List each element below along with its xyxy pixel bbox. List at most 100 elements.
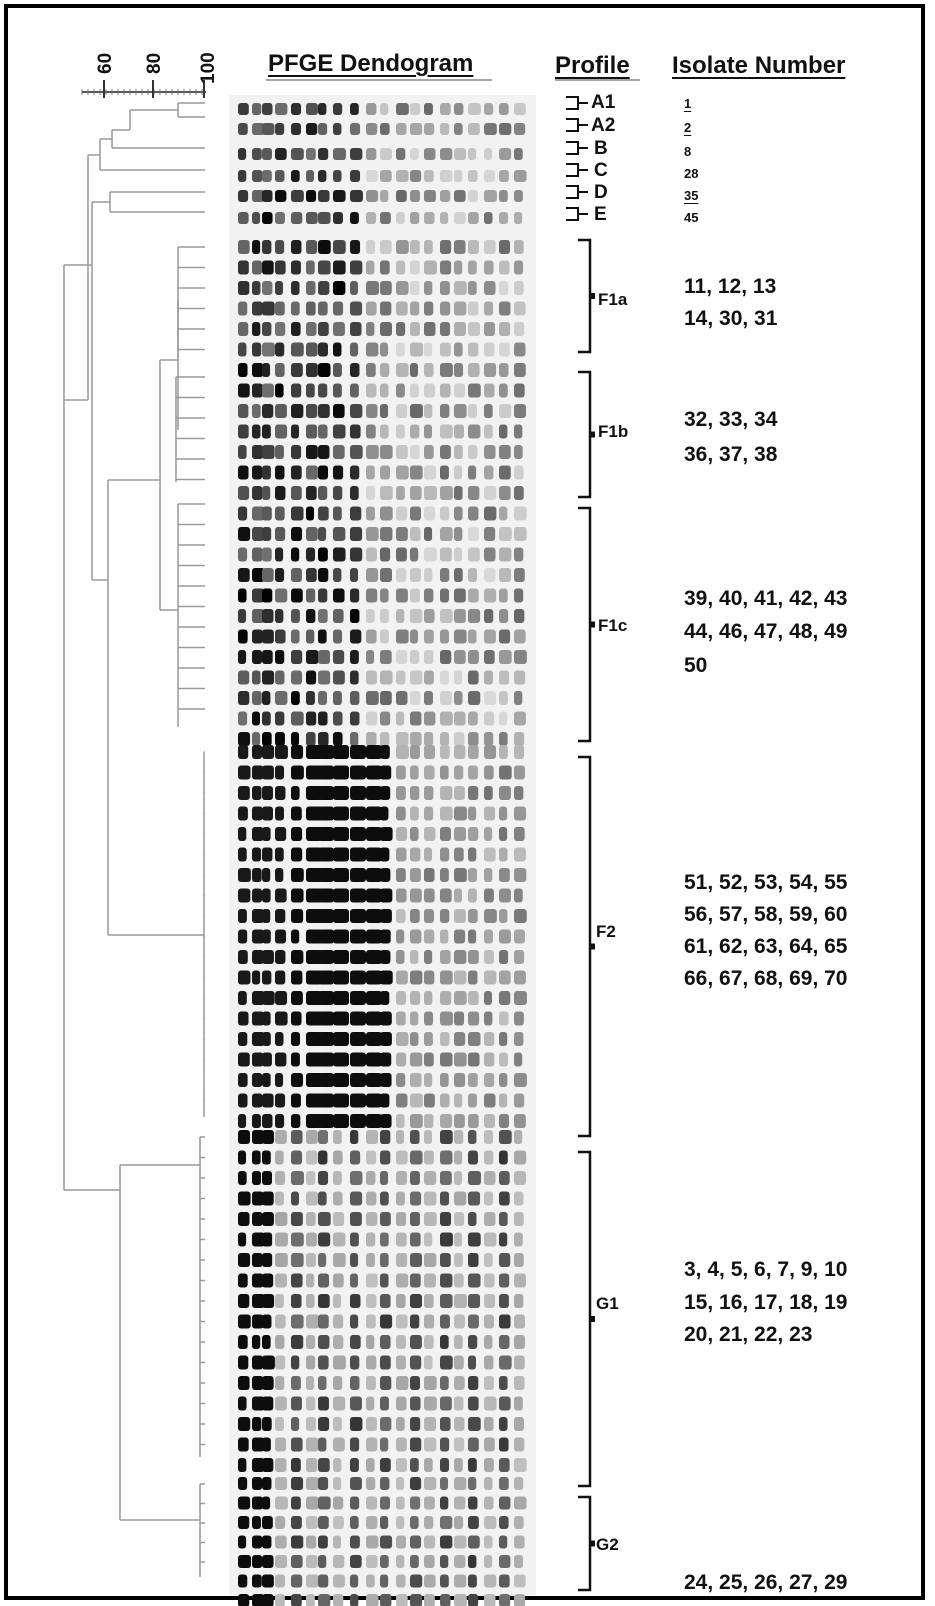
gel-band <box>424 1032 433 1046</box>
gel-band <box>440 260 452 275</box>
gel-band <box>380 629 389 644</box>
gel-band <box>410 1114 423 1128</box>
gel-band <box>318 1437 327 1452</box>
gel-band <box>396 732 409 746</box>
gel-band <box>238 123 248 135</box>
gel-band <box>275 1253 288 1267</box>
gel-band <box>380 588 389 603</box>
gel-band <box>499 240 511 254</box>
gel-band <box>291 1011 302 1026</box>
gel-band <box>468 1458 477 1472</box>
gel-band <box>454 363 464 377</box>
gel-band <box>291 745 304 759</box>
gel-band <box>499 1437 509 1452</box>
gel-band <box>238 1574 248 1588</box>
gel-band <box>499 650 512 664</box>
gel-band <box>410 1011 419 1026</box>
gel-band <box>262 568 274 582</box>
gel-band <box>514 691 523 705</box>
gel-band <box>318 827 334 841</box>
gel-band <box>252 260 262 275</box>
gel-band <box>275 1417 284 1431</box>
gel-band <box>484 1032 495 1046</box>
gel-band <box>484 991 493 1005</box>
gel-band <box>454 1032 466 1046</box>
gel-band <box>238 1294 250 1308</box>
gel-band <box>291 527 303 541</box>
gel-band <box>238 1477 248 1490</box>
gel-band <box>396 1496 405 1510</box>
gel-band <box>499 1496 511 1510</box>
gel-band <box>252 786 262 800</box>
gel-band <box>306 1516 318 1529</box>
gel-band <box>252 1191 264 1206</box>
gel-band <box>380 1130 391 1144</box>
gel-band <box>440 445 451 459</box>
gel-band <box>238 527 251 541</box>
gel-band <box>499 404 512 418</box>
gel-band <box>396 465 409 480</box>
gel-band <box>275 691 288 705</box>
group-label-f1c: F1c <box>598 616 628 635</box>
gel-band <box>350 1477 362 1490</box>
gel-band <box>499 970 511 985</box>
gel-band <box>262 424 271 439</box>
gel-band <box>396 1130 405 1144</box>
gel-band <box>468 1253 479 1267</box>
gel-band <box>318 486 328 500</box>
gel-band <box>499 786 511 800</box>
profile-label-b: B <box>594 138 608 159</box>
gel-band <box>252 1273 264 1288</box>
gel-band <box>499 1011 509 1026</box>
gel-band <box>366 383 377 398</box>
gel-band <box>468 322 480 336</box>
gel-band <box>440 1458 450 1472</box>
gel-band <box>514 1073 527 1087</box>
gel-band <box>499 281 509 295</box>
gel-band <box>396 1335 406 1349</box>
gel-band <box>238 363 248 377</box>
gel-band <box>514 670 526 685</box>
gel-band <box>396 1376 409 1390</box>
gel-band <box>484 1574 497 1588</box>
gel-band <box>424 1114 434 1128</box>
gel-band <box>306 691 315 705</box>
gel-band <box>410 1073 422 1087</box>
gel-band <box>350 1496 360 1510</box>
gel-band <box>262 868 271 882</box>
gel-band <box>514 527 527 541</box>
gel-band <box>318 670 331 685</box>
gel-band <box>333 950 349 964</box>
gel-band <box>333 212 343 224</box>
gel-band <box>514 1314 526 1329</box>
gel-band <box>514 650 527 664</box>
gel-band <box>440 888 452 903</box>
gel-band <box>333 568 342 582</box>
gel-band <box>350 424 361 439</box>
gel-band <box>380 847 390 862</box>
gel-band <box>454 486 463 500</box>
gel-band <box>380 568 393 582</box>
gel-band <box>396 1417 405 1431</box>
gel-band <box>454 1093 463 1108</box>
gel-band <box>499 465 511 480</box>
gel-band <box>468 991 479 1005</box>
gel-band <box>333 786 349 800</box>
gel-band <box>514 732 525 746</box>
gel-band <box>306 1535 317 1549</box>
gel-band <box>454 732 465 746</box>
gel-band <box>440 404 450 418</box>
gel-band <box>454 929 466 944</box>
gel-band <box>396 609 405 623</box>
gel-band <box>366 929 382 944</box>
gel-band <box>380 445 393 459</box>
gel-band <box>484 527 496 541</box>
gel-band <box>380 103 389 115</box>
gel-band <box>318 745 334 759</box>
gel-band <box>514 568 525 582</box>
gel-band <box>424 1555 435 1568</box>
gel-band <box>318 281 330 295</box>
gel-band <box>499 950 509 964</box>
gel-band <box>350 240 361 254</box>
gel-band <box>499 1171 510 1185</box>
